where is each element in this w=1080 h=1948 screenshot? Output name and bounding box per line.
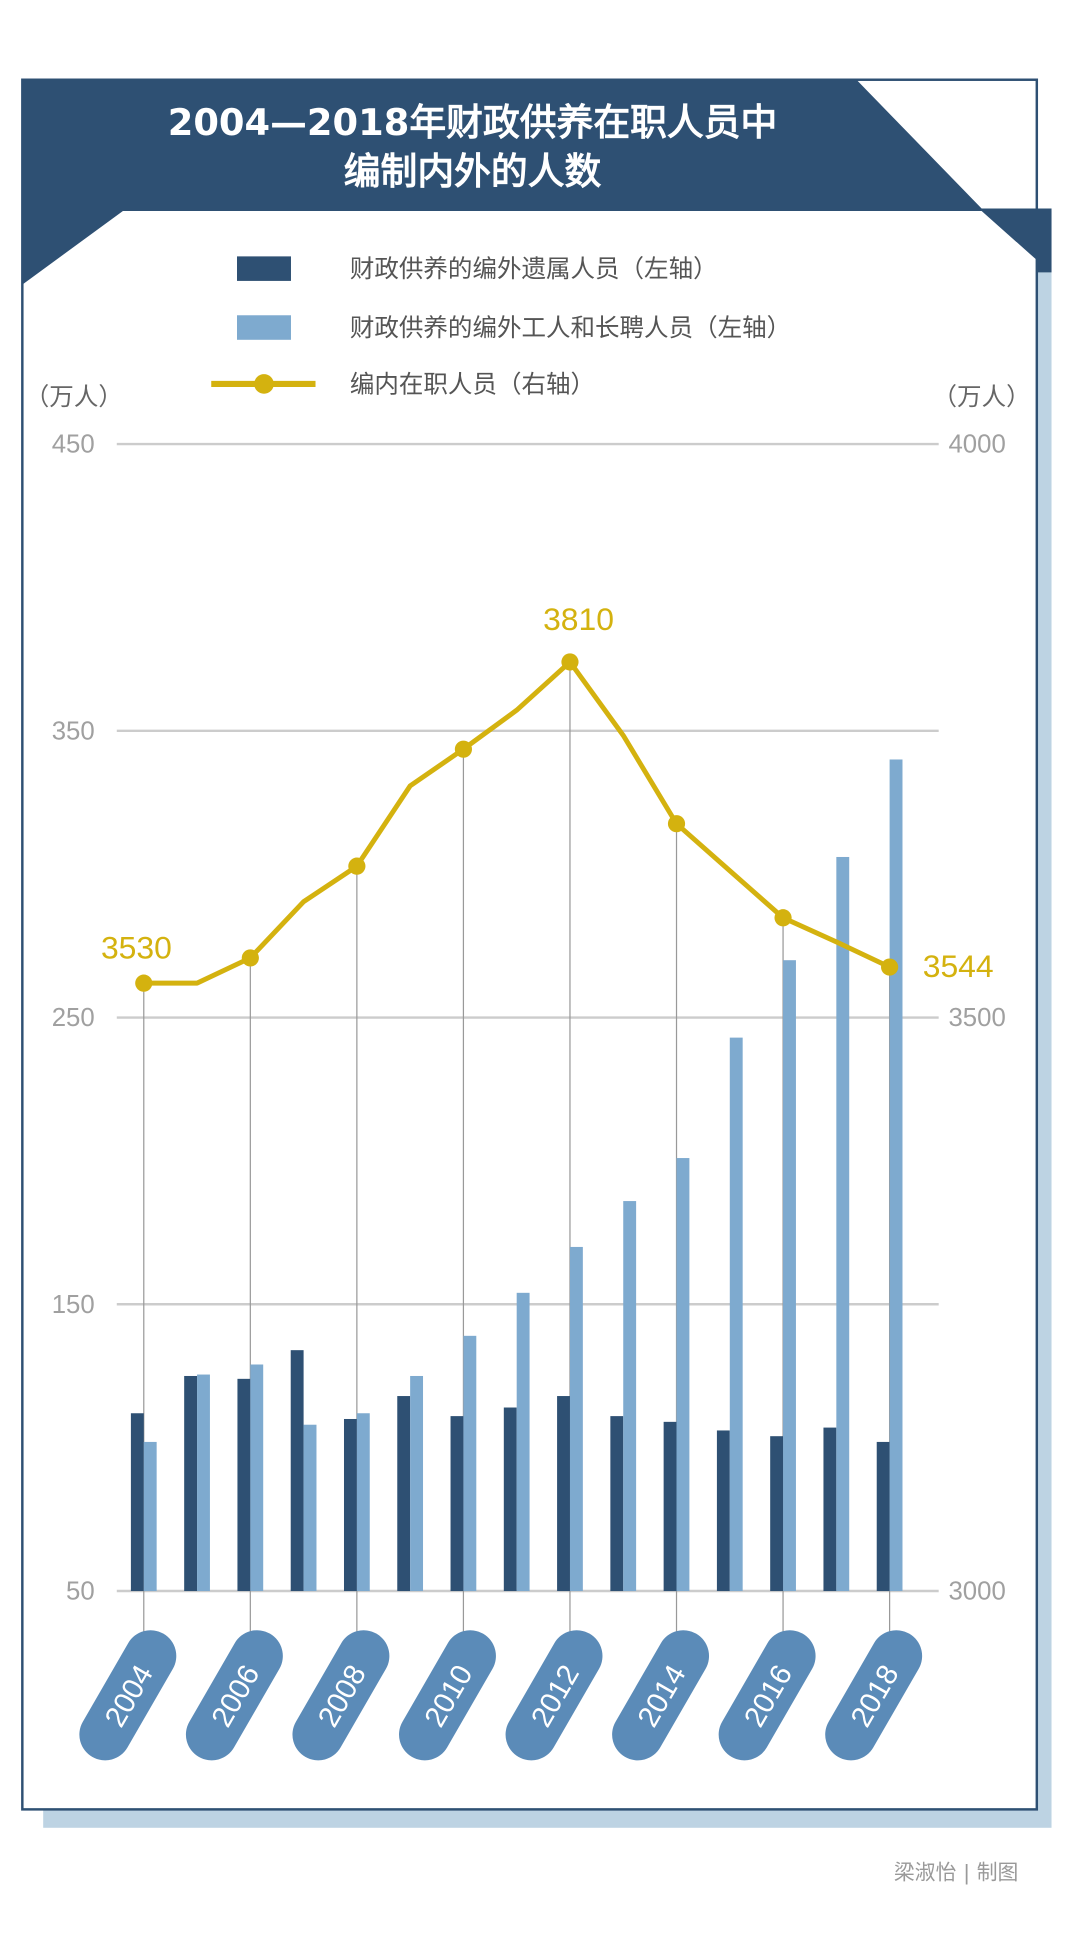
bar-dependents-2010	[450, 1416, 464, 1592]
bar-dependents-2015	[716, 1430, 730, 1592]
left-tick-label: 250	[52, 1004, 95, 1032]
legend-swatch-light-bar	[237, 315, 291, 340]
legend-swatch-dark-bar	[237, 256, 291, 281]
bar-dependents-2012	[557, 1396, 570, 1592]
bar-dependents-2011	[503, 1407, 517, 1592]
data-label: 3530	[101, 930, 172, 966]
bar-contract-workers-2016	[783, 960, 796, 1592]
legend: 财政供养的编外遗属人员（左轴） 财政供养的编外工人和长聘人员（左轴） 编内在职人…	[211, 254, 791, 399]
bar-contract-workers-2011	[516, 1292, 530, 1592]
bar-dependents-2013	[610, 1416, 624, 1592]
bar-contract-workers-2010	[463, 1335, 477, 1592]
bar-dependents-2005	[184, 1375, 198, 1592]
bar-dependents-2008	[343, 1418, 357, 1592]
pill-shape	[718, 1630, 816, 1761]
bar-dependents-2017	[823, 1427, 837, 1592]
line-point-2018	[881, 958, 899, 976]
left-tick-label: 150	[52, 1291, 95, 1319]
pill-shape	[612, 1630, 710, 1761]
legend-label-dependents: 财政供养的编外遗属人员（左轴）	[350, 254, 718, 283]
line-point-2014	[667, 815, 686, 833]
right-axis-unit: （万人）	[933, 382, 1031, 411]
bar-contract-workers-2012	[569, 1246, 583, 1592]
bar-contract-workers-2006	[250, 1364, 264, 1592]
bar-dependents-2009	[397, 1396, 411, 1592]
chart-title-line1: 2004—2018年财政供养在职人员中	[168, 101, 778, 144]
line-establishment-staff	[143, 659, 891, 986]
line-series: 3530 3810 3544	[101, 601, 994, 992]
pill-shape	[505, 1630, 603, 1761]
line-point-2008	[348, 857, 366, 875]
right-tick-label: 3000	[948, 1578, 1005, 1606]
pill-shape	[399, 1630, 496, 1761]
x-tick-pill-2006: 2006	[185, 1630, 283, 1761]
bar-dependents-2014	[663, 1421, 677, 1592]
pill-shape	[185, 1630, 283, 1761]
bar-contract-workers-2018	[889, 759, 903, 1592]
bar-contract-workers-2014	[676, 1158, 690, 1592]
left-axis-unit: （万人）	[25, 382, 123, 411]
bar-dependents-2018	[876, 1441, 890, 1592]
bar-dependents-2016	[770, 1436, 784, 1592]
bar-dependents-2006	[237, 1378, 251, 1592]
bar-contract-workers-2005	[197, 1374, 210, 1592]
line-point-2006	[241, 949, 259, 967]
chart-title-line2: 编制内外的人数	[344, 150, 602, 193]
bar-dependents-2004	[130, 1413, 144, 1592]
bar-dependents-2007	[290, 1350, 304, 1592]
bar-contract-workers-2007	[303, 1424, 317, 1592]
line-point-2010	[454, 740, 473, 758]
pill-shape	[79, 1630, 177, 1761]
left-tick-label: 350	[52, 717, 95, 745]
bar-contract-workers-2008	[356, 1413, 370, 1592]
legend-line-marker	[254, 374, 274, 394]
right-tick-label: 4000	[948, 431, 1005, 459]
legend-label-establishment-staff: 编内在职人员（右轴）	[350, 370, 595, 399]
bar-contract-workers-2004	[143, 1441, 157, 1592]
left-tick-label: 50	[66, 1578, 95, 1606]
pill-shape	[825, 1630, 923, 1761]
axis-ticks: 450 350 250 150 50 4000 3500 3000	[52, 431, 1006, 1606]
bar-contract-workers-2017	[836, 856, 850, 1592]
line-point-2012	[561, 653, 579, 671]
left-tick-label: 450	[52, 431, 95, 459]
credit: 梁淑怡 | 制图	[894, 1860, 1018, 1885]
bar-contract-workers-2009	[410, 1375, 424, 1592]
line-point-2004	[135, 974, 153, 992]
data-label: 3544	[923, 948, 994, 984]
data-label: 3810	[543, 601, 614, 637]
right-tick-label: 3500	[948, 1004, 1005, 1032]
legend-label-contract-workers: 财政供养的编外工人和长聘人员（左轴）	[350, 313, 791, 342]
header-banner	[22, 79, 1052, 285]
bar-contract-workers-2013	[623, 1201, 637, 1592]
line-point-2016	[774, 909, 792, 927]
bar-contract-workers-2015	[729, 1037, 743, 1592]
pill-shape	[292, 1630, 390, 1761]
